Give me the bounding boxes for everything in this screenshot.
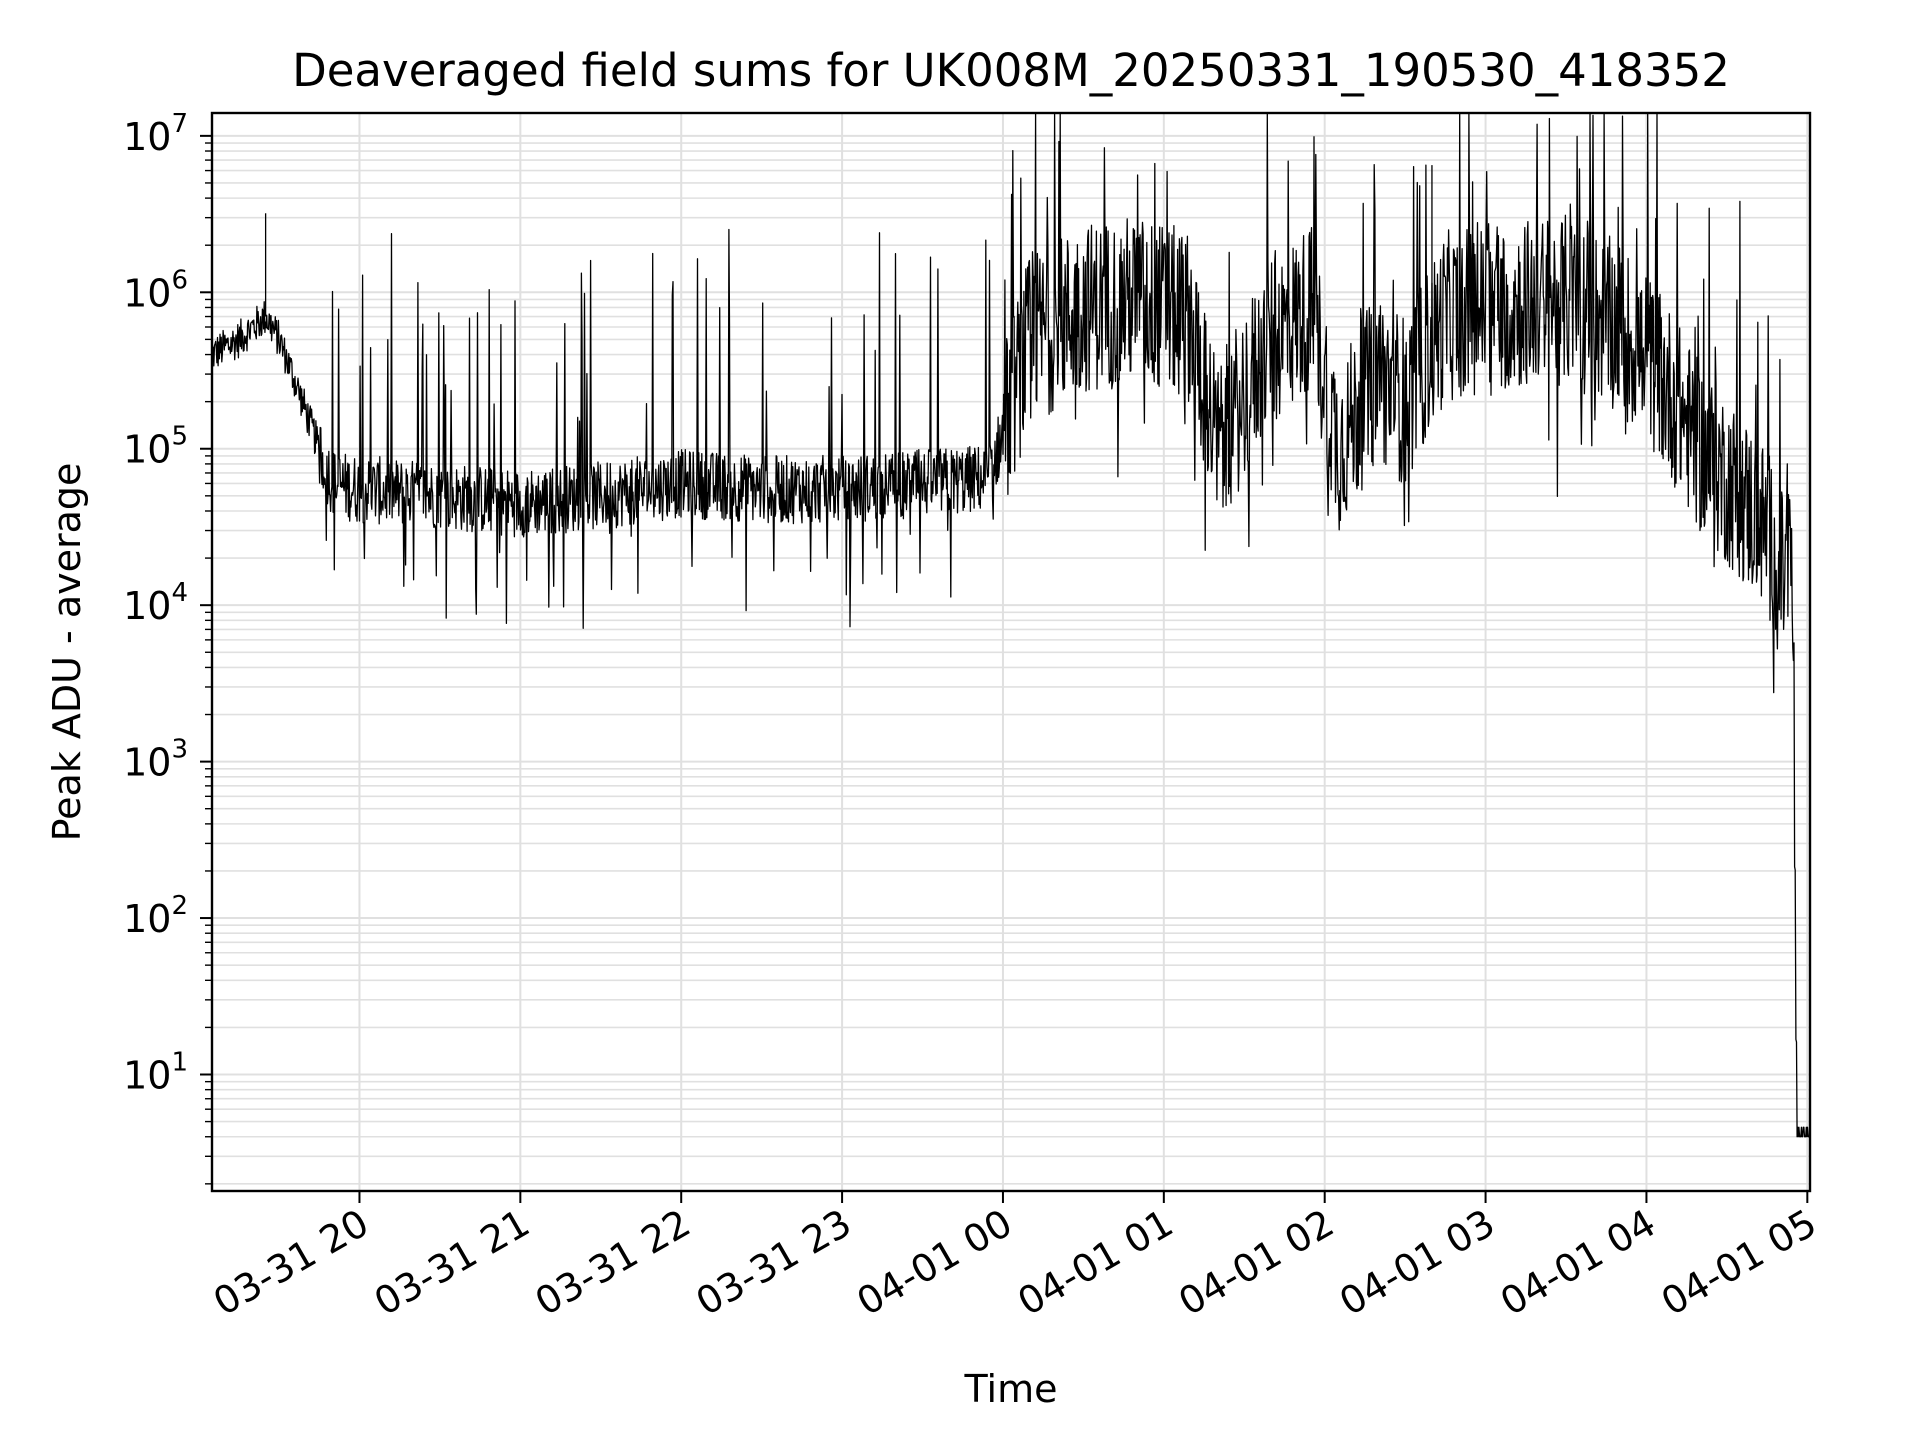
y-tick-label: 106 xyxy=(123,265,188,315)
x-axis-label: Time xyxy=(964,1367,1058,1411)
y-tick-label: 103 xyxy=(123,735,188,785)
y-tick-label: 101 xyxy=(123,1047,188,1097)
chart-title: Deaveraged field sums for UK008M_2025033… xyxy=(292,44,1730,97)
y-tick-label: 102 xyxy=(123,891,188,941)
series-line xyxy=(211,112,1811,1138)
y-tick-label: 107 xyxy=(123,109,188,159)
y-axis: 101 102 103 104 105 106 107 xyxy=(123,109,212,1185)
y-tick-label: 104 xyxy=(123,578,188,628)
grid xyxy=(212,113,1810,1191)
y-tick-label: 105 xyxy=(123,422,188,472)
series-layer xyxy=(211,112,1811,1138)
y-axis-label: Peak ADU - average xyxy=(45,463,89,842)
